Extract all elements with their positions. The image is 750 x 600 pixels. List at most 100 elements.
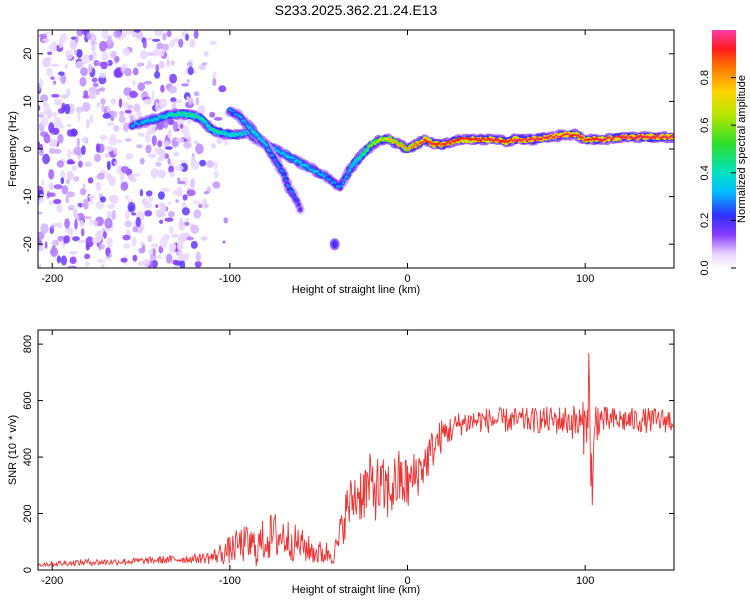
noise-blob — [106, 210, 113, 220]
noise-blob — [118, 115, 126, 124]
noise-blob — [173, 265, 179, 268]
noise-blob — [113, 30, 122, 38]
track-sample — [607, 136, 610, 139]
track-sample — [250, 128, 254, 132]
noise-blob — [164, 146, 173, 150]
noise-blob — [147, 51, 155, 57]
track-sample — [582, 136, 584, 139]
track-sample — [318, 172, 321, 175]
track-sample — [364, 150, 367, 153]
track-sample — [361, 152, 364, 155]
figure-title: S233.2025.362.21.24.E13 — [275, 2, 438, 18]
noise-blob — [178, 38, 184, 48]
noise-blob — [60, 255, 67, 266]
noise-blob — [152, 248, 156, 257]
noise-blob — [50, 247, 59, 257]
track-sample — [349, 165, 353, 169]
noise-blob — [70, 42, 77, 51]
track-sample — [422, 140, 425, 143]
track-sample — [506, 140, 510, 144]
noise-blob — [95, 200, 105, 210]
noise-blob — [162, 212, 166, 217]
track-sample — [362, 151, 366, 154]
track-sample — [156, 117, 159, 121]
noise-blob — [147, 153, 157, 159]
noise-blob — [195, 97, 200, 106]
track-sample — [290, 190, 294, 194]
noise-blob — [129, 178, 137, 183]
noise-blob — [100, 61, 108, 70]
noise-blob — [168, 85, 177, 94]
x-tick-label: -100 — [219, 575, 241, 587]
track-sample — [382, 139, 385, 142]
noise-blob — [91, 77, 98, 83]
track-sample — [278, 151, 281, 154]
track-sample — [564, 133, 567, 136]
snr-y-ticks: 0 200 400 600 800 — [22, 335, 674, 573]
noise-blob — [76, 30, 84, 37]
track-sample — [525, 139, 529, 143]
noise-blob — [193, 30, 199, 39]
noise-blob — [101, 264, 105, 268]
track-sample — [210, 127, 214, 131]
noise-blob — [53, 148, 62, 154]
track-sample — [463, 137, 466, 140]
track-sample — [267, 148, 270, 151]
track-sample — [550, 134, 553, 137]
track-sample — [324, 174, 327, 177]
track-sample — [332, 180, 335, 183]
noise-blob — [120, 257, 128, 263]
track-sample — [341, 181, 345, 185]
noise-blob — [172, 121, 179, 132]
noise-blob — [39, 78, 44, 89]
noise-blob — [66, 124, 72, 127]
noise-blob — [172, 37, 180, 43]
track-sample — [388, 139, 391, 142]
track-sample — [229, 134, 233, 138]
noise-blob — [40, 94, 49, 102]
track-sample — [340, 184, 343, 187]
noise-blob — [78, 160, 83, 168]
track-sample — [658, 136, 661, 140]
track-sample — [447, 140, 450, 143]
noise-blob — [86, 32, 92, 40]
noise-blob — [91, 44, 96, 52]
noise-blob — [137, 261, 144, 267]
track-sample — [254, 131, 257, 134]
track-sample — [540, 137, 543, 141]
noise-blob — [85, 236, 94, 248]
noise-blob — [173, 151, 180, 157]
noise-blob — [49, 141, 58, 147]
noise-blob — [155, 64, 159, 73]
track-sample — [610, 138, 614, 142]
noise-blob — [101, 51, 109, 61]
track-sample — [286, 183, 289, 187]
track-sample — [265, 144, 268, 147]
colorbar-tick-label: 0.4 — [699, 165, 711, 180]
y-tick-label: 200 — [22, 504, 34, 522]
track-sample — [246, 124, 249, 128]
noise-blob — [64, 103, 71, 115]
noise-blob — [124, 138, 132, 142]
track-sample — [417, 143, 420, 146]
track-sample — [243, 119, 246, 122]
noise-blob — [159, 202, 165, 208]
y-tick-label: 600 — [22, 391, 34, 409]
noise-blob — [123, 243, 131, 249]
track-sample — [359, 155, 362, 158]
noise-blob — [53, 198, 62, 205]
track-sample — [402, 145, 406, 148]
noise-blob — [141, 199, 146, 204]
noise-blob — [145, 131, 151, 143]
noise-blob — [172, 259, 179, 265]
x-tick-label: -200 — [41, 575, 63, 587]
noise-blob — [120, 181, 129, 191]
track-sample — [605, 136, 609, 139]
track-sample — [437, 141, 441, 145]
noise-blob — [76, 137, 80, 148]
noise-blob — [96, 258, 106, 263]
noise-blob — [38, 149, 44, 156]
noise-blob — [46, 109, 53, 120]
